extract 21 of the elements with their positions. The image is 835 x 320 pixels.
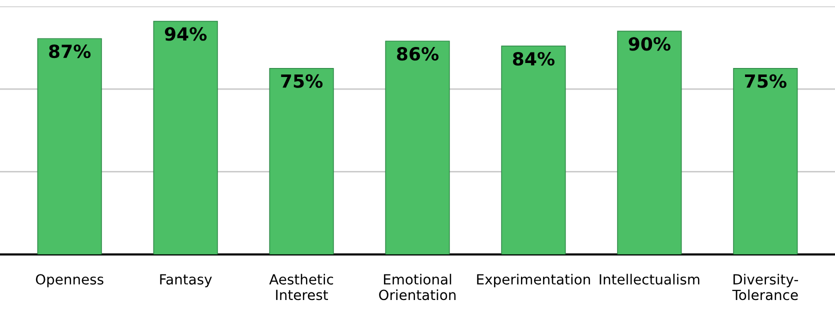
x-tick-label: Aesthetic Interest: [269, 274, 334, 300]
x-tick-label: Experimentation: [477, 274, 590, 288]
x-tick-label: Emotional Orientation: [379, 274, 456, 300]
bar: [37, 38, 102, 254]
data-label: 75%: [745, 74, 786, 88]
bar: [617, 30, 682, 254]
data-label: 87%: [49, 44, 91, 58]
bar: [733, 68, 798, 254]
data-label: 90%: [628, 37, 670, 51]
bar: [385, 40, 450, 254]
data-label: 86%: [396, 46, 439, 61]
x-tick-label: Intellectualism: [600, 274, 700, 285]
data-label: 75%: [281, 74, 323, 88]
x-tick-label: Diversity- Tolerance: [732, 274, 798, 300]
x-tick-label: Fantasy: [160, 274, 212, 288]
bar: [269, 68, 334, 254]
data-label: 94%: [164, 27, 207, 41]
x-tick-label: Openness: [36, 274, 104, 288]
bar: [501, 46, 566, 254]
bar: [153, 20, 218, 254]
data-label: 84%: [512, 52, 555, 66]
